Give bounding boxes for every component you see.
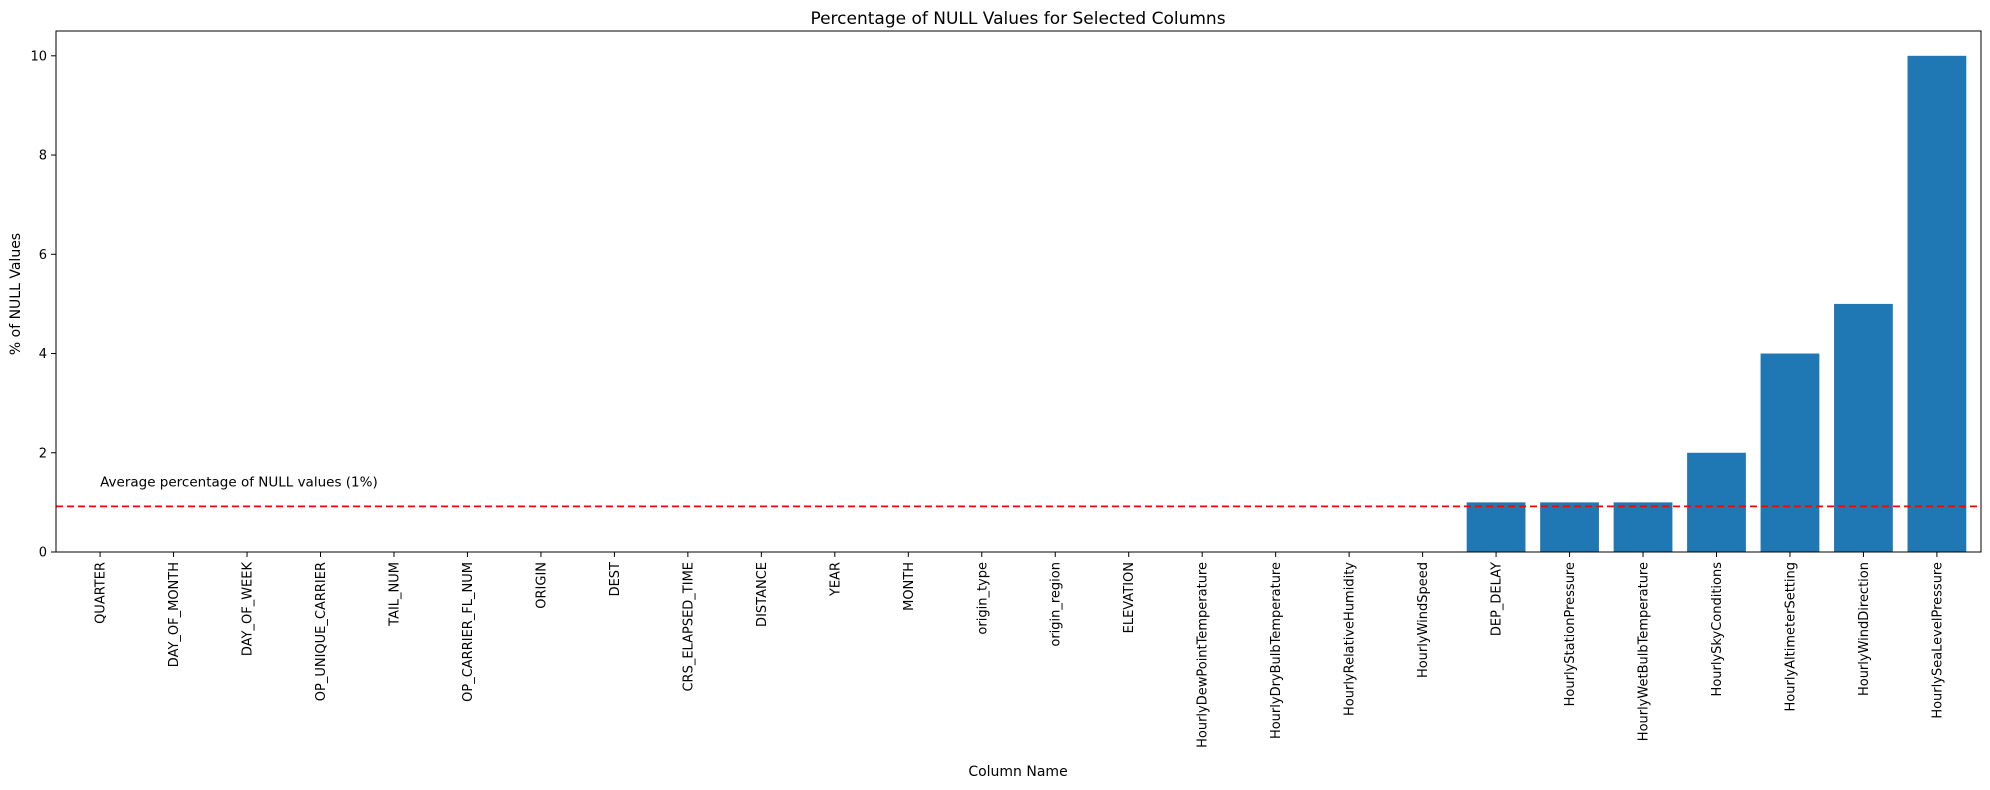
- x-tick-label-hourlyrelativehumidity: HourlyRelativeHumidity: [1343, 562, 1358, 716]
- bar-hourlysealevelpressure: [1907, 55, 1967, 553]
- x-tick-label-month: MONTH: [902, 562, 917, 611]
- x-tick-label-year: YEAR: [828, 562, 843, 597]
- x-tick-label-origin-type: origin_type: [975, 562, 990, 635]
- x-tick-label-hourlywindspeed: HourlyWindSpeed: [1416, 562, 1431, 678]
- y-tick-label-2: 2: [39, 446, 47, 461]
- y-tick-label-6: 6: [39, 248, 47, 263]
- bar-dep-delay: [1466, 502, 1526, 552]
- x-tick-label-hourlywetbulbtemperature: HourlyWetBulbTemperature: [1637, 562, 1652, 741]
- plot-frame: [55, 30, 1982, 553]
- bar-hourlyaltimetersetting: [1760, 353, 1820, 552]
- average-reference-label: Average percentage of NULL values (1%): [100, 474, 378, 490]
- bar-hourlywinddirection: [1834, 303, 1893, 552]
- y-axis-label: % of NULL Values: [8, 233, 24, 355]
- x-tick-label-tail-num: TAIL_NUM: [387, 562, 402, 627]
- x-tick-label-origin-region: origin_region: [1049, 562, 1064, 647]
- y-tick-label-4: 4: [39, 347, 47, 362]
- x-tick-label-hourlydrybulbtemperature: HourlyDryBulbTemperature: [1269, 562, 1284, 739]
- x-tick-label-elevation: ELEVATION: [1122, 562, 1137, 633]
- bar-hourlywetbulbtemperature: [1613, 502, 1673, 552]
- x-tick-label-op-carrier-fl-num: OP_CARRIER_FL_NUM: [461, 562, 476, 702]
- x-tick-label-hourlywinddirection: HourlyWindDirection: [1857, 562, 1872, 696]
- x-tick-label-hourlysealevelpressure: HourlySeaLevelPressure: [1930, 562, 1945, 719]
- x-tick-label-dest: DEST: [608, 562, 623, 596]
- chart-title: Percentage of NULL Values for Selected C…: [810, 9, 1225, 29]
- x-tick-label-origin: ORIGIN: [534, 562, 549, 609]
- x-tick-label-hourlydewpointtemperature: HourlyDewPointTemperature: [1196, 562, 1211, 748]
- x-axis-label: Column Name: [968, 764, 1067, 780]
- x-tick-label-hourlyskyconditions: HourlySkyConditions: [1710, 562, 1725, 697]
- bar-hourlyskyconditions: [1687, 452, 1746, 552]
- x-tick-label-hourlyaltimetersetting: HourlyAltimeterSetting: [1783, 562, 1798, 711]
- x-tick-label-hourlystationpressure: HourlyStationPressure: [1563, 562, 1578, 706]
- y-tick-label-0: 0: [39, 546, 47, 561]
- x-tick-label-op-unique-carrier: OP_UNIQUE_CARRIER: [314, 562, 329, 701]
- bar-hourlystationpressure: [1540, 502, 1599, 552]
- y-tick-label-8: 8: [39, 149, 47, 164]
- x-tick-label-crs-elapsed-time: CRS_ELAPSED_TIME: [681, 562, 696, 692]
- x-tick-label-distance: DISTANCE: [755, 562, 770, 627]
- x-tick-label-dep-delay: DEP_DELAY: [1490, 562, 1505, 636]
- x-tick-label-day-of-month: DAY_OF_MONTH: [167, 562, 182, 667]
- x-tick-label-day-of-week: DAY_OF_WEEK: [241, 562, 256, 657]
- x-tick-label-quarter: QUARTER: [94, 562, 109, 624]
- y-tick-label-10: 10: [30, 49, 47, 64]
